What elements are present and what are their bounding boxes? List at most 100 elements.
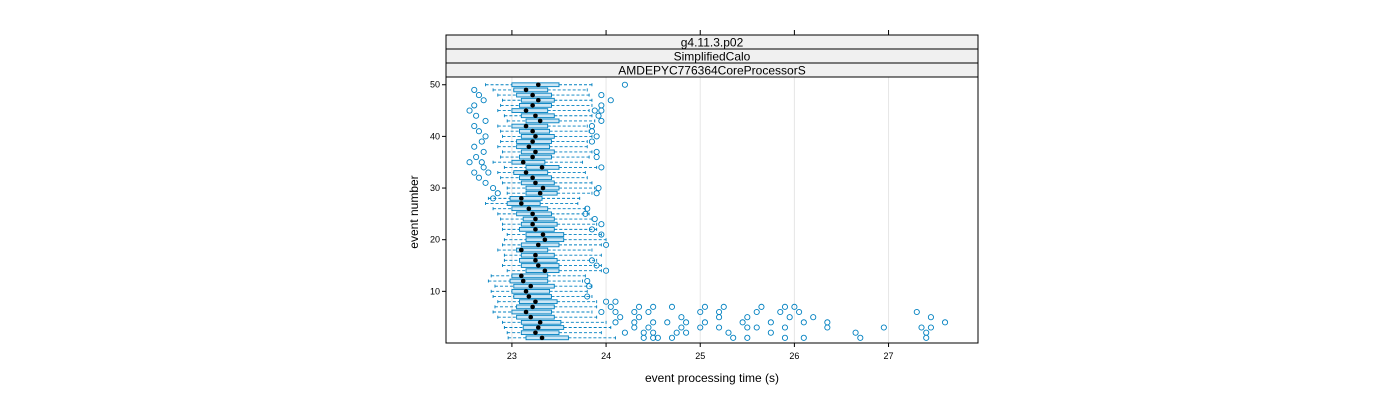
outlier-point xyxy=(586,283,593,290)
outlier-point xyxy=(753,308,760,316)
box-iqr xyxy=(511,123,549,129)
box-event xyxy=(487,195,581,202)
outlier-point xyxy=(697,324,704,331)
outlier-point xyxy=(603,298,610,305)
outlier-point xyxy=(857,334,864,341)
box-event xyxy=(490,273,586,279)
box-iqr xyxy=(525,335,569,341)
median-dot xyxy=(519,196,524,201)
outlier-point xyxy=(490,184,497,192)
box-iqr xyxy=(511,108,549,113)
outlier-point xyxy=(588,128,595,135)
box-event xyxy=(480,97,614,104)
outlier-point xyxy=(701,303,708,310)
outlier-point xyxy=(650,329,657,336)
outlier-point xyxy=(593,262,600,269)
median-dot xyxy=(533,113,538,119)
box-iqr xyxy=(513,87,549,93)
box-event xyxy=(485,81,628,88)
box-iqr xyxy=(520,180,555,186)
outlier-point xyxy=(927,324,934,331)
outlier-point xyxy=(701,319,708,326)
outlier-point xyxy=(744,334,751,341)
outlier-point xyxy=(473,112,480,119)
outlier-point xyxy=(617,314,624,321)
outlier-point xyxy=(591,107,598,114)
outlier-point xyxy=(697,308,704,316)
outlier-point xyxy=(482,133,489,140)
median-dot xyxy=(526,206,532,212)
outlier-point xyxy=(668,334,676,341)
outlier-point xyxy=(800,334,807,341)
box-iqr xyxy=(518,258,558,263)
outlier-point xyxy=(664,319,671,326)
x-tick-label: 27 xyxy=(884,351,894,361)
outlier-point xyxy=(781,334,789,341)
outlier-point xyxy=(598,117,605,124)
box-iqr xyxy=(511,309,552,315)
box-iqr xyxy=(520,330,560,336)
median-dot xyxy=(519,273,524,279)
outlier-point xyxy=(923,334,930,341)
median-dot xyxy=(530,304,535,310)
outlier-point xyxy=(593,154,600,161)
median-dot xyxy=(537,320,543,325)
outlier-point xyxy=(598,92,605,99)
box-event xyxy=(482,179,593,186)
strip-1-label: g4.11.3.p02 xyxy=(681,36,744,50)
box-event xyxy=(482,133,600,140)
outlier-point xyxy=(480,148,487,155)
outlier-point xyxy=(607,303,614,310)
outlier-point xyxy=(767,329,774,336)
y-tick-label: 30 xyxy=(430,183,440,193)
outlier-point xyxy=(482,117,489,124)
median-dot xyxy=(533,149,538,155)
outlier-point xyxy=(471,86,478,93)
outlier-point xyxy=(678,314,685,321)
box-iqr xyxy=(516,314,555,320)
boxes-layer xyxy=(466,81,949,341)
outlier-point xyxy=(480,164,487,171)
outlier-point xyxy=(678,324,685,331)
median-dot xyxy=(523,309,529,315)
outlier-point xyxy=(683,329,690,336)
median-dot xyxy=(528,283,534,289)
outlier-point xyxy=(593,190,600,197)
x-tick-label: 23 xyxy=(507,351,517,361)
box-iqr xyxy=(511,159,546,165)
outlier-point xyxy=(650,319,657,326)
box-event xyxy=(500,215,598,223)
outlier-point xyxy=(612,298,619,305)
box-event xyxy=(502,262,602,269)
median-dot xyxy=(537,118,543,124)
box-event xyxy=(473,154,600,161)
median-dot xyxy=(523,108,529,113)
y-tick-label: 10 xyxy=(430,286,440,296)
outlier-point xyxy=(927,314,934,321)
y-axis: 10 20 30 40 50 xyxy=(430,80,446,296)
outlier-point xyxy=(607,97,614,104)
box-event xyxy=(502,226,598,233)
x-tick-label: 26 xyxy=(789,351,799,361)
box-event xyxy=(492,205,591,212)
outlier-point xyxy=(475,92,483,99)
box-event xyxy=(471,102,605,109)
box-iqr xyxy=(516,304,555,310)
outlier-point xyxy=(781,303,789,310)
box-event xyxy=(473,112,602,119)
box-iqr xyxy=(518,175,552,181)
outlier-point xyxy=(683,319,690,326)
box-event xyxy=(507,334,930,341)
median-dot xyxy=(535,97,541,103)
box-event xyxy=(494,283,593,290)
outlier-point xyxy=(584,293,591,300)
outlier-point xyxy=(631,319,638,326)
box-iqr xyxy=(520,113,555,119)
box-iqr xyxy=(520,252,555,258)
box-iqr xyxy=(522,216,555,222)
box-event xyxy=(485,201,579,206)
median-dot xyxy=(530,92,535,98)
outlier-point xyxy=(595,184,602,192)
median-dot xyxy=(542,237,548,242)
outlier-point xyxy=(918,324,925,331)
